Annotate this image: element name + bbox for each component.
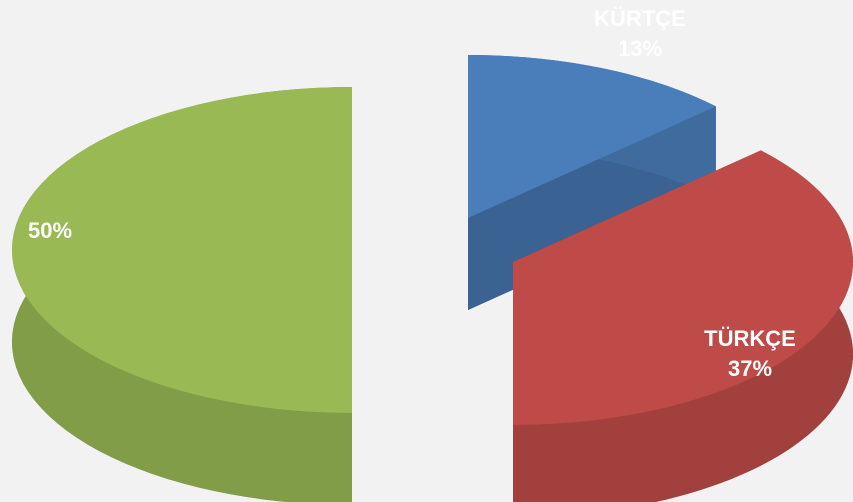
slice-category-label: KÜRTÇE: [594, 6, 686, 31]
slice: [513, 150, 853, 502]
slice-top: [12, 87, 352, 413]
slice-value-label: 37%: [728, 356, 772, 381]
slice-category-label: TÜRKÇE: [704, 326, 796, 351]
slice-value-label: 13%: [618, 36, 662, 61]
slice-top: [468, 55, 716, 218]
slice-value-label: 50%: [28, 218, 72, 243]
slice: [12, 87, 352, 502]
slice-top: [513, 150, 853, 425]
